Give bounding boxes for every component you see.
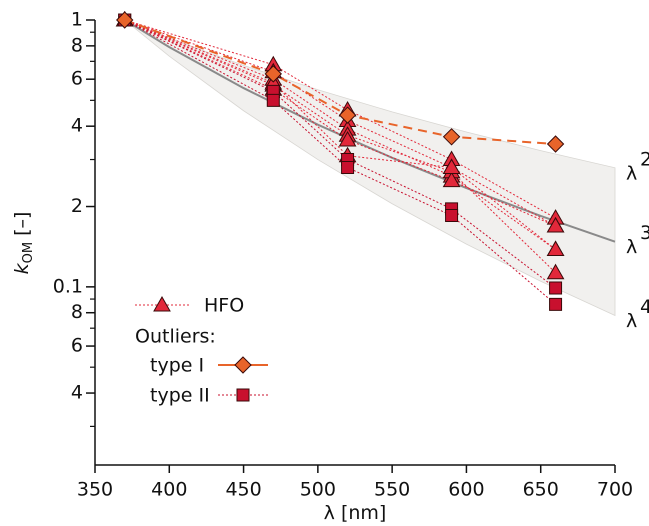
x-tick-label: 500 xyxy=(300,479,336,501)
x-tick-label: 700 xyxy=(597,479,633,501)
y-tick-label: 1 xyxy=(71,9,83,31)
triangle-marker xyxy=(442,171,461,188)
triangle-marker xyxy=(546,240,565,257)
legend-label: type II xyxy=(150,385,210,407)
curve-label: λ xyxy=(626,162,637,184)
square-marker xyxy=(236,388,250,402)
series-line xyxy=(124,19,556,219)
y-tick-label: 0.1 xyxy=(53,275,83,297)
curve-exponent: 3 xyxy=(640,222,649,244)
y-tick-label: 4 xyxy=(71,115,83,137)
y-label-symbol: k xyxy=(11,262,33,274)
x-tick-label: 600 xyxy=(448,479,484,501)
curve-label: λ xyxy=(626,310,637,332)
x-axis-label: λ [nm] xyxy=(324,502,387,524)
series-line xyxy=(124,19,556,274)
diamond-marker xyxy=(442,128,461,146)
diamond-marker xyxy=(116,11,134,29)
x-label-symbol: λ xyxy=(324,502,335,524)
x-tick-label: 550 xyxy=(374,479,410,501)
y-label-sub: OM xyxy=(21,242,36,263)
y-tick-label: 2 xyxy=(71,195,83,217)
y-tick-label: 6 xyxy=(71,68,83,90)
square-marker xyxy=(445,209,459,223)
curve-exponent: 2 xyxy=(640,148,649,170)
legend-heading: Outliers: xyxy=(135,326,216,348)
x-tick-label: 400 xyxy=(151,479,187,501)
y-tick-label: 4 xyxy=(71,382,83,404)
triangle-marker xyxy=(153,295,171,312)
diamond-marker xyxy=(264,65,282,83)
square-marker xyxy=(549,281,563,295)
triangle-marker xyxy=(546,263,565,280)
x-tick-label: 650 xyxy=(523,479,559,501)
square-marker xyxy=(266,93,280,107)
triangle-marker xyxy=(442,158,461,175)
reference-band xyxy=(124,19,616,317)
legend-label: type I xyxy=(150,355,204,377)
square-marker xyxy=(549,297,563,311)
y-axis-label: kOM [–] xyxy=(11,212,36,275)
x-label-unit: [nm] xyxy=(341,502,386,524)
diamond-marker xyxy=(338,106,357,124)
triangle-marker xyxy=(338,131,357,147)
legend-label: HFO xyxy=(204,295,244,317)
curve-exponent: 4 xyxy=(640,296,649,318)
diamond-marker xyxy=(546,135,565,153)
triangle-marker xyxy=(546,217,565,233)
y-tick-label: 6 xyxy=(71,335,83,357)
curve-label: λ xyxy=(626,236,637,258)
y-tick-label: 8 xyxy=(71,34,83,56)
square-marker xyxy=(341,161,355,175)
x-tick-label: 350 xyxy=(77,479,113,501)
x-tick-label: 450 xyxy=(225,479,261,501)
y-tick-label: 8 xyxy=(71,301,83,323)
y-label-unit: [–] xyxy=(11,212,33,236)
series-line xyxy=(124,19,556,227)
diamond-marker xyxy=(234,356,252,374)
